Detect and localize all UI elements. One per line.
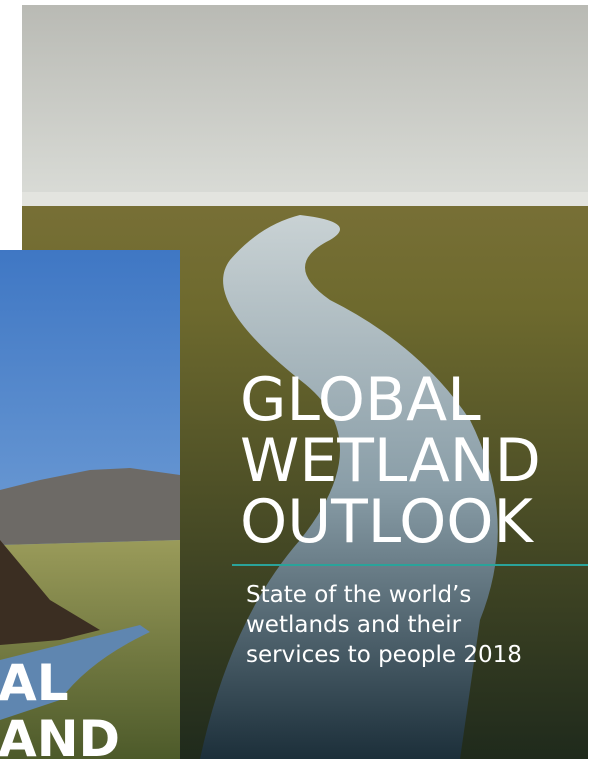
subtitle-line: wetlands and their — [246, 612, 462, 638]
subtitle-line: State of the world’s — [246, 582, 471, 608]
front-cover: AL AND — [0, 250, 180, 759]
title-line: GLOBAL — [240, 365, 481, 435]
subtitle-line: services to people 2018 — [246, 642, 522, 668]
front-title-line: AND — [0, 710, 120, 759]
page: GLOBAL WETLAND OUTLOOK State of the worl… — [0, 0, 603, 759]
title-line: WETLAND — [240, 426, 541, 496]
title-line: OUTLOOK — [240, 487, 535, 557]
front-title-line: AL — [0, 654, 69, 712]
